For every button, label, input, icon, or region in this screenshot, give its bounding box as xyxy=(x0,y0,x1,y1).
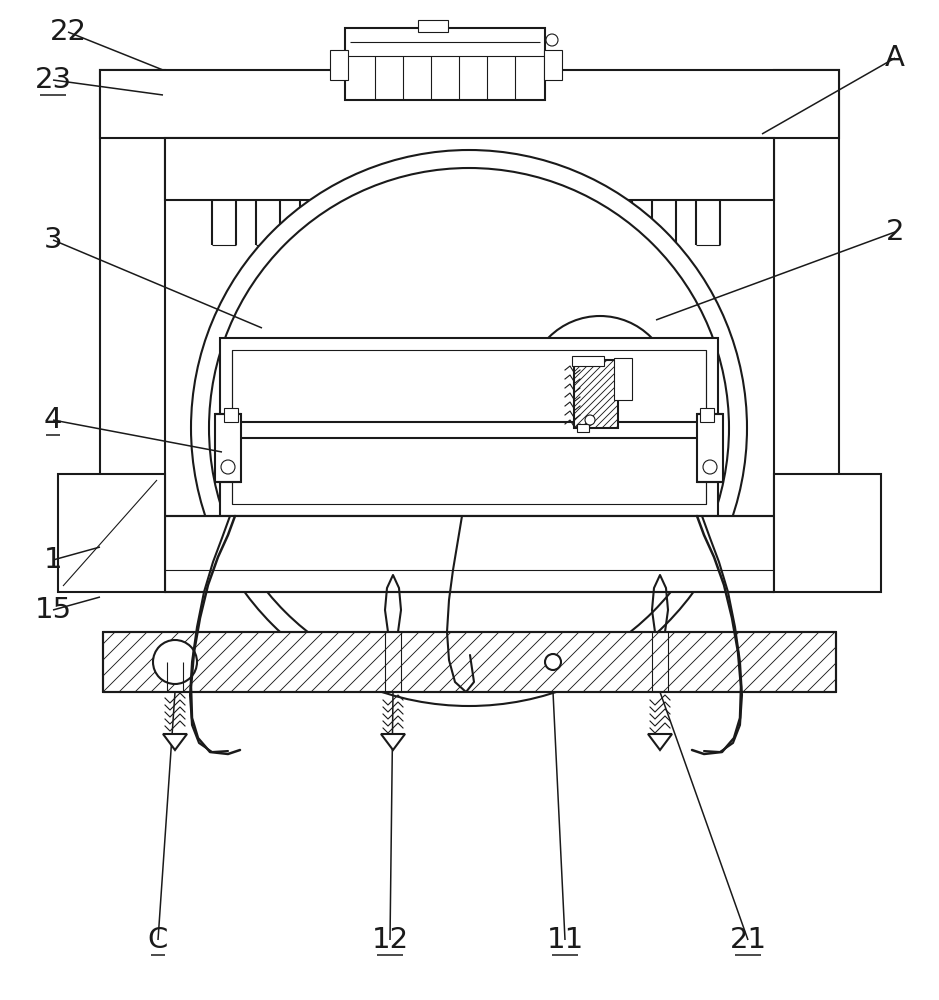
Bar xyxy=(100,70,839,138)
Bar xyxy=(232,350,706,504)
Polygon shape xyxy=(163,734,187,750)
Bar xyxy=(330,50,348,80)
Text: 15: 15 xyxy=(35,596,71,624)
Bar xyxy=(220,338,718,516)
Bar xyxy=(224,408,238,422)
Text: 2: 2 xyxy=(885,218,904,246)
Bar xyxy=(418,20,448,32)
Bar xyxy=(103,632,836,692)
Circle shape xyxy=(585,415,595,425)
Text: 11: 11 xyxy=(546,926,584,954)
Bar xyxy=(774,70,839,550)
Text: 1: 1 xyxy=(44,546,62,574)
Circle shape xyxy=(545,654,561,670)
Bar xyxy=(700,408,714,422)
Text: 23: 23 xyxy=(35,66,71,94)
Bar xyxy=(577,424,589,432)
Text: 4: 4 xyxy=(44,406,62,434)
Bar xyxy=(100,70,165,550)
Circle shape xyxy=(221,460,235,474)
Polygon shape xyxy=(648,734,672,750)
Text: 21: 21 xyxy=(730,926,766,954)
Circle shape xyxy=(703,460,717,474)
Circle shape xyxy=(153,640,197,684)
Circle shape xyxy=(209,168,729,688)
Bar xyxy=(345,28,545,100)
Bar xyxy=(614,358,632,400)
Text: A: A xyxy=(885,44,905,72)
Circle shape xyxy=(546,34,558,46)
Text: 12: 12 xyxy=(372,926,408,954)
Bar xyxy=(544,50,562,80)
Bar xyxy=(215,414,241,482)
Bar xyxy=(58,474,165,592)
Bar xyxy=(572,356,604,366)
Text: C: C xyxy=(147,926,168,954)
Bar xyxy=(574,360,618,428)
Text: 22: 22 xyxy=(50,18,86,46)
Bar xyxy=(774,474,881,592)
Circle shape xyxy=(528,316,672,460)
Bar xyxy=(165,516,774,592)
Text: 3: 3 xyxy=(44,226,62,254)
Bar xyxy=(697,414,723,482)
Bar xyxy=(165,138,774,200)
Circle shape xyxy=(191,150,747,706)
Polygon shape xyxy=(381,734,405,750)
